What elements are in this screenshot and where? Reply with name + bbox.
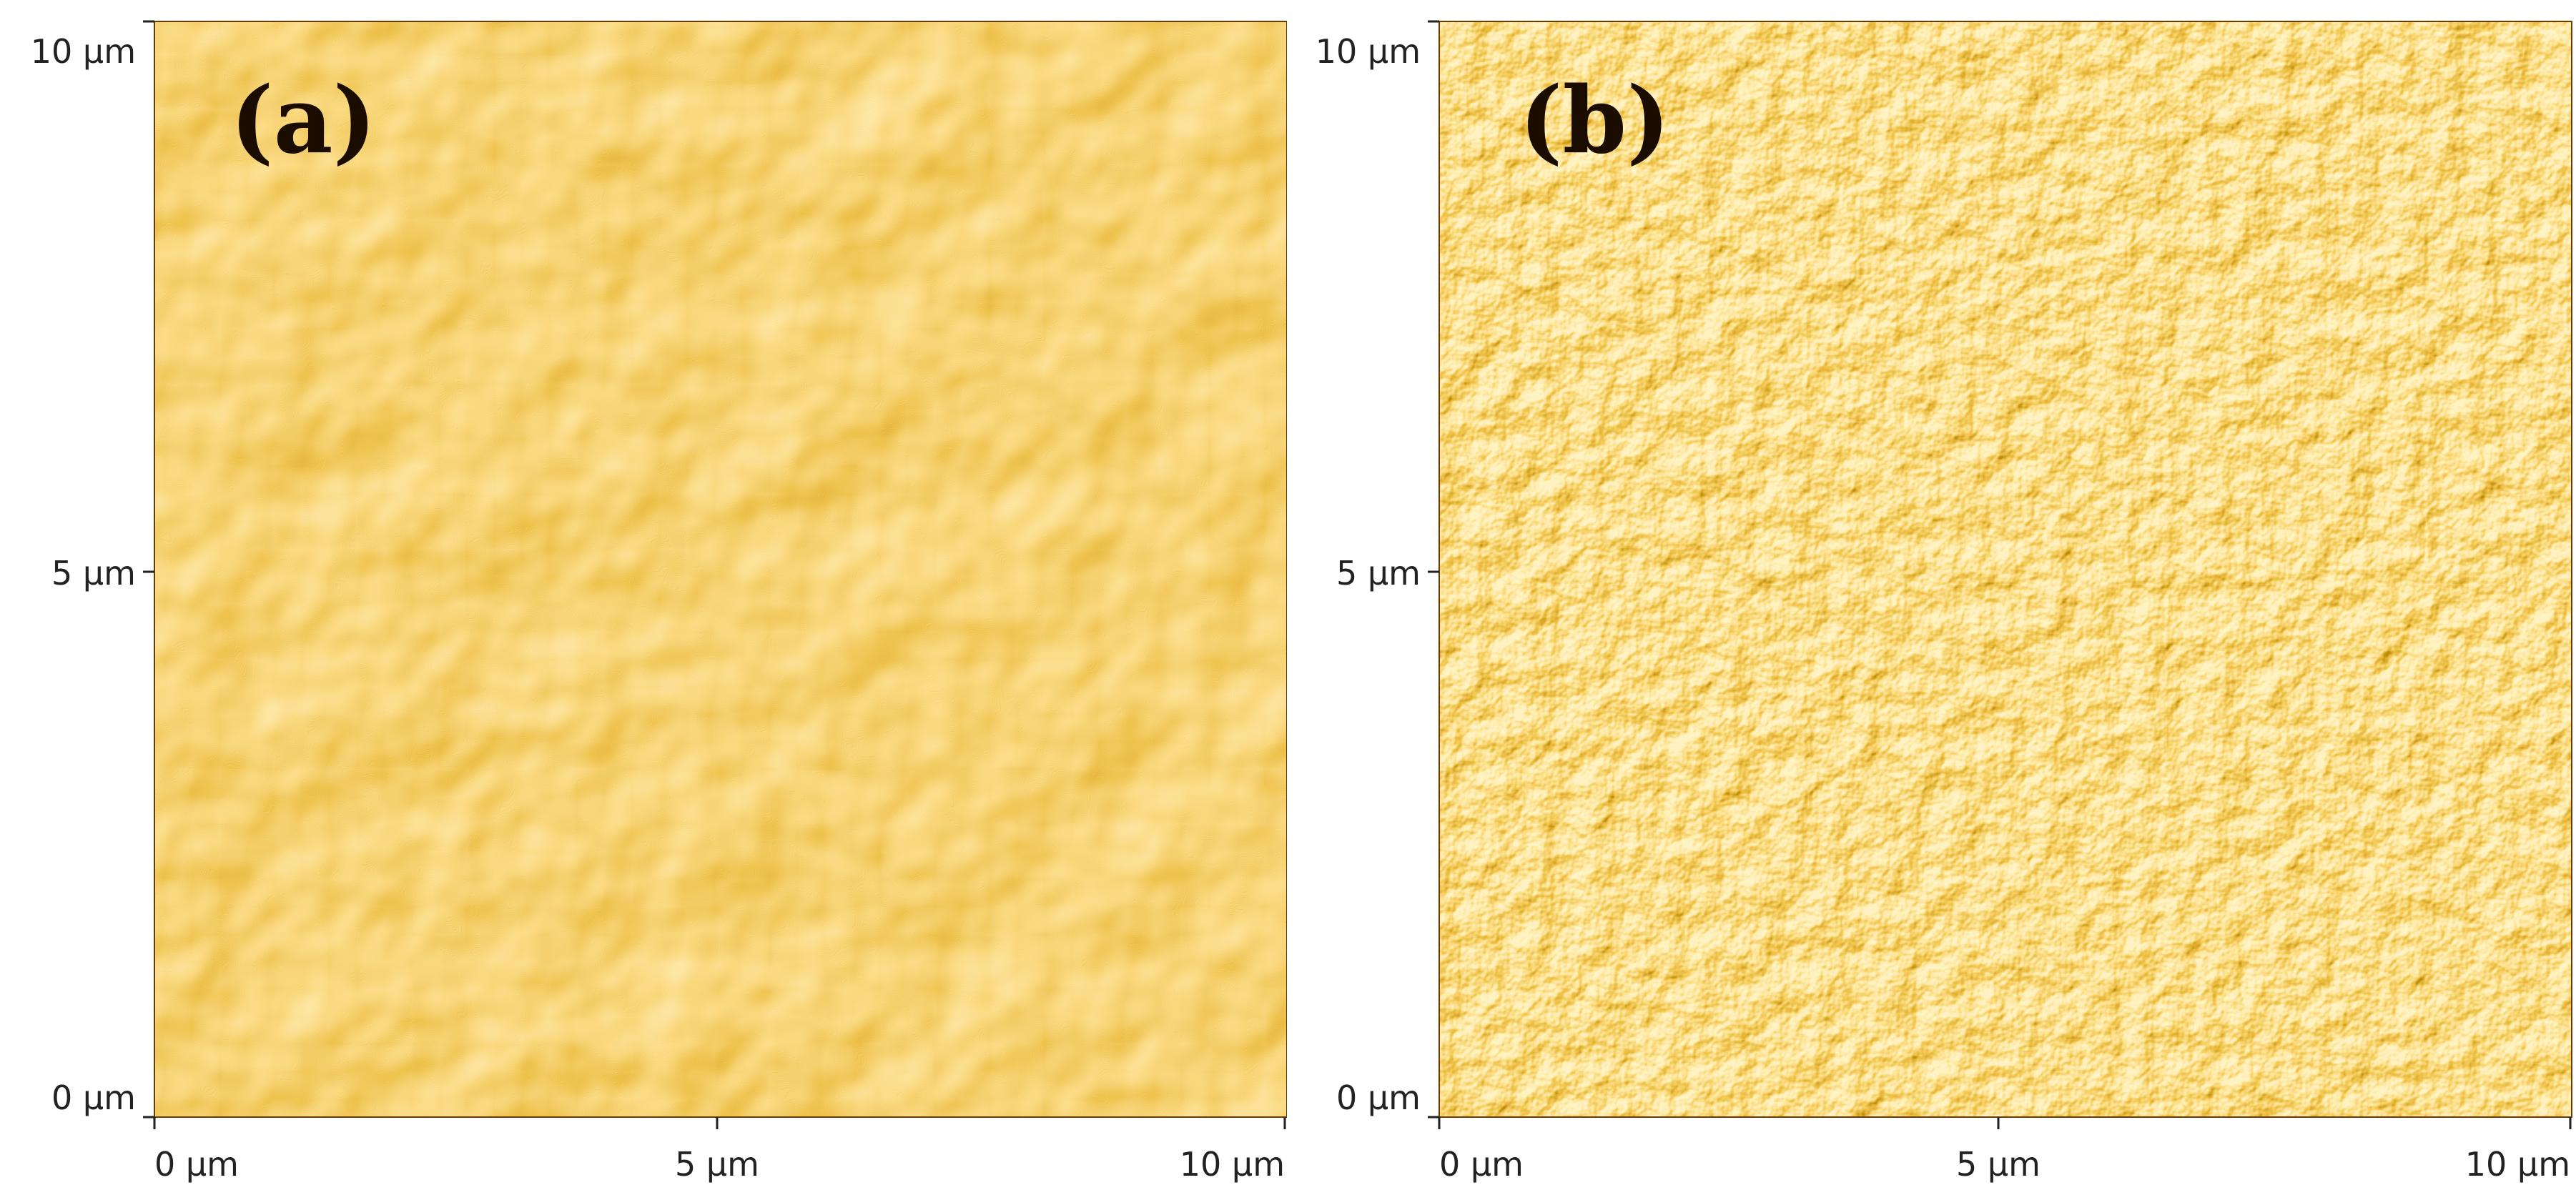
- afm-image-b-frame: [1438, 21, 2572, 1118]
- afm-image-a-frame: [154, 21, 1287, 1118]
- afm-image-a: [154, 21, 1287, 1117]
- y-tick-label-top: 10 µm: [31, 32, 136, 71]
- x-tick-label-right: 10 µm: [2465, 1145, 2570, 1184]
- panel-label-b: (b): [1519, 67, 1670, 174]
- x-tick-label-left: 0 µm: [1439, 1145, 1524, 1184]
- y-tick-label-mid: 5 µm: [51, 554, 136, 592]
- y-tick-label-top: 10 µm: [1316, 32, 1421, 71]
- x-tick-label-right: 10 µm: [1180, 1145, 1285, 1184]
- afm-panel-a-graphic: 10 µm 5 µm 0 µm 0 µm 5 µm 10 µm (a): [31, 20, 1287, 1184]
- y-tick-label-bottom: 0 µm: [1336, 1079, 1421, 1117]
- afm-panel-b: 10 µm 5 µm 0 µm 0 µm 5 µm 10 µm (b): [1289, 0, 2576, 1195]
- afm-image-b: [1439, 21, 2572, 1117]
- x-tick-label-mid: 5 µm: [1956, 1145, 2040, 1184]
- panel-label-a: (a): [230, 67, 376, 174]
- afm-panel-a: 10 µm 5 µm 0 µm 0 µm 5 µm 10 µm (a): [0, 0, 1287, 1195]
- y-tick-label-bottom: 0 µm: [51, 1079, 136, 1117]
- x-tick-label-mid: 5 µm: [675, 1145, 759, 1184]
- y-tick-label-mid: 5 µm: [1336, 554, 1421, 592]
- afm-panel-b-graphic: 10 µm 5 µm 0 µm 0 µm 5 µm 10 µm (b): [1316, 20, 2572, 1184]
- x-tick-label-left: 0 µm: [154, 1145, 239, 1184]
